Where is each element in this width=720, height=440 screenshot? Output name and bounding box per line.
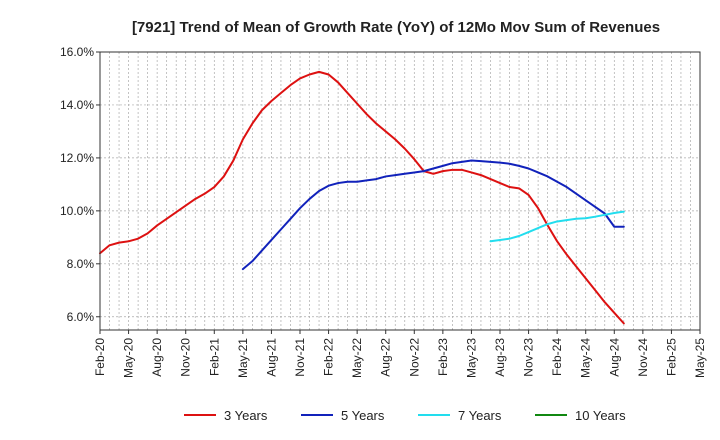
y-axis-ticks: 6.0% 8.0% 10.0% 12.0% 14.0% 16.0% xyxy=(60,45,100,324)
y-tick-label: 12.0% xyxy=(60,151,94,165)
x-tick-label: Nov-23 xyxy=(522,338,536,377)
x-tick-label: Feb-23 xyxy=(436,338,450,376)
y-tick-label: 10.0% xyxy=(60,204,94,218)
x-tick-label: Nov-22 xyxy=(407,338,421,377)
x-tick-label: Feb-24 xyxy=(550,338,564,376)
legend-label-10-years: 10 Years xyxy=(575,408,626,423)
x-tick-label: Nov-20 xyxy=(179,338,193,377)
x-tick-label: Aug-24 xyxy=(607,338,621,377)
x-tick-label: Aug-21 xyxy=(264,338,278,377)
series-layer xyxy=(99,70,625,325)
x-tick-label: Feb-21 xyxy=(207,338,221,376)
legend-label-7-years: 7 Years xyxy=(458,408,502,423)
x-tick-label: Feb-20 xyxy=(93,338,107,376)
y-tick-label: 14.0% xyxy=(60,98,94,112)
x-tick-label: Nov-21 xyxy=(293,338,307,377)
x-tick-label: Nov-24 xyxy=(636,338,650,377)
plot-area xyxy=(100,52,700,330)
chart-title: [7921] Trend of Mean of Growth Rate (YoY… xyxy=(132,19,660,36)
legend-label-3-years: 3 Years xyxy=(224,408,268,423)
x-tick-label: May-22 xyxy=(350,338,364,378)
y-tick-label: 16.0% xyxy=(60,45,94,59)
x-tick-label: May-20 xyxy=(122,338,136,378)
y-tick-label: 6.0% xyxy=(67,310,95,324)
x-tick-label: Feb-25 xyxy=(664,338,678,376)
x-axis-ticks: Feb-20 May-20 Aug-20 Nov-20 Feb-21 May-21 Aug-… xyxy=(93,330,707,378)
x-tick-label: May-23 xyxy=(464,338,478,378)
x-tick-label: Aug-20 xyxy=(150,338,164,377)
grid-lines xyxy=(100,52,700,330)
x-tick-label: May-24 xyxy=(579,338,593,378)
x-tick-label: May-25 xyxy=(693,338,707,378)
x-tick-label: Aug-23 xyxy=(493,338,507,377)
x-tick-label: May-21 xyxy=(236,338,250,378)
series-line-5-years xyxy=(241,159,625,271)
series-line-3-years xyxy=(99,70,625,325)
y-tick-label: 8.0% xyxy=(67,257,95,271)
x-tick-label: Aug-22 xyxy=(379,338,393,377)
x-tick-label: Feb-22 xyxy=(322,338,336,376)
series-line-7-years xyxy=(489,210,625,243)
legend: 3 Years 5 Years 7 Years 10 Years xyxy=(184,408,626,423)
plot-border xyxy=(99,51,701,331)
legend-label-5-years: 5 Years xyxy=(341,408,385,423)
